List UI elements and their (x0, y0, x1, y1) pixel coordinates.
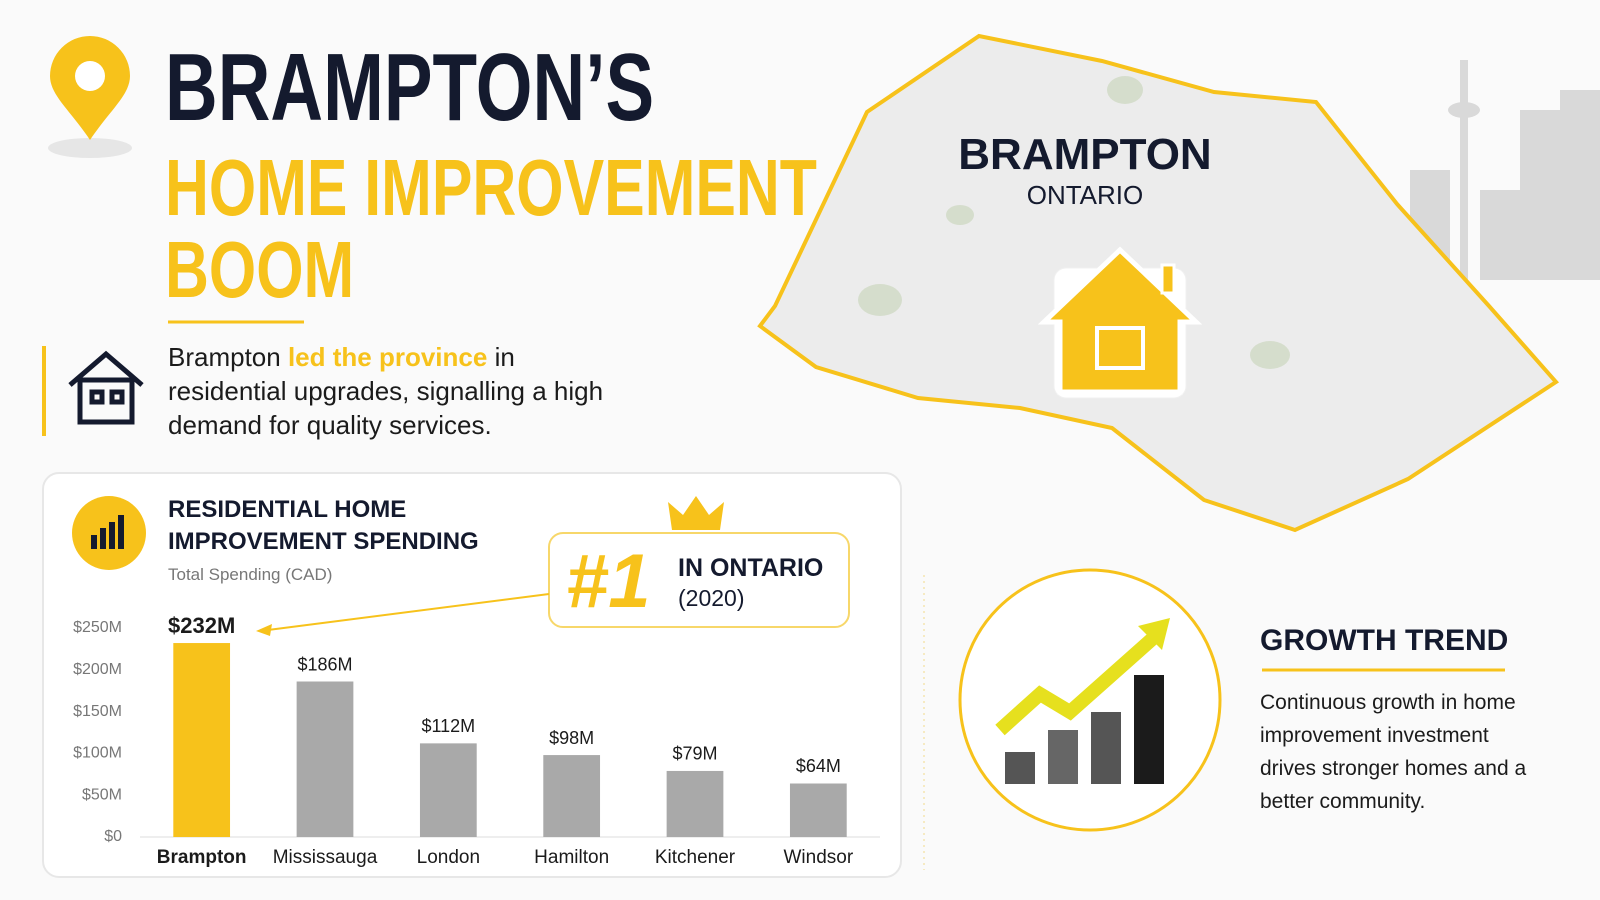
accent-bar (42, 346, 46, 436)
bar (419, 743, 477, 837)
chart-icon-bars (91, 515, 124, 549)
growth-icon (995, 618, 1170, 784)
y-tick-label: $150M (73, 703, 122, 720)
value-label: $79M (672, 744, 717, 764)
map-city: BRAMPTON (958, 130, 1212, 179)
map-house-icon (1037, 246, 1203, 399)
y-tick-label: $100M (73, 745, 122, 762)
value-label: $98M (549, 728, 594, 748)
bar-chart: $0 $50M $100M $150M $200M $250M Brampton $232M M… (73, 613, 880, 868)
x-tick-label: London (417, 847, 480, 868)
y-tick-label: $0 (104, 828, 122, 845)
value-label: $112M (421, 716, 475, 736)
pointer-head (256, 624, 272, 636)
bar (296, 681, 354, 837)
x-tick-label: Windsor (783, 847, 853, 868)
bar (789, 783, 847, 837)
skyline (1410, 60, 1600, 280)
growth-title: GROWTH TREND (1260, 624, 1509, 657)
x-tick-label: Brampton (157, 847, 247, 868)
chart-subtitle: Total Spending (CAD) (168, 565, 333, 584)
badge (548, 532, 850, 628)
pin-icon (48, 36, 132, 158)
value-label: $186M (297, 654, 352, 674)
y-tick-label: $50M (82, 786, 122, 803)
intro-after: in residential upgrades, signalling a hi… (168, 342, 604, 440)
y-tick-label: $200M (73, 661, 122, 678)
x-tick-label: Kitchener (655, 847, 736, 868)
bar (543, 755, 601, 837)
badge-line-2: (2020) (678, 585, 745, 611)
badge-rank: #1 (566, 539, 651, 624)
badge-pointer (267, 593, 550, 631)
title-line-2: HOME IMPROVEMENT (165, 143, 817, 232)
map-parks (858, 76, 1290, 369)
badge-line-1: IN ONTARIO (678, 554, 824, 582)
crown-icon (668, 496, 724, 530)
x-tick-label: Mississauga (273, 847, 378, 868)
bar (173, 643, 231, 837)
value-label: $64M (796, 756, 841, 776)
chart-title: RESIDENTIAL HOME IMPROVEMENT SPENDING (168, 496, 479, 555)
intro-before: Brampton (168, 342, 288, 372)
x-tick-label: Hamilton (534, 847, 609, 868)
y-tick-label: $250M (73, 619, 122, 636)
house-icon (68, 350, 144, 425)
growth-text: Continuous growth in home improvement in… (1260, 691, 1527, 813)
bar (666, 770, 724, 837)
intro-highlight: led the province (287, 342, 488, 372)
title-line-3: BOOM (165, 225, 355, 314)
title-line-1: BRAMPTON’S (165, 34, 655, 141)
intro-text: Brampton led the province in residential… (168, 340, 608, 442)
value-label: $232M (168, 613, 235, 638)
map-province: ONTARIO (1026, 180, 1144, 210)
